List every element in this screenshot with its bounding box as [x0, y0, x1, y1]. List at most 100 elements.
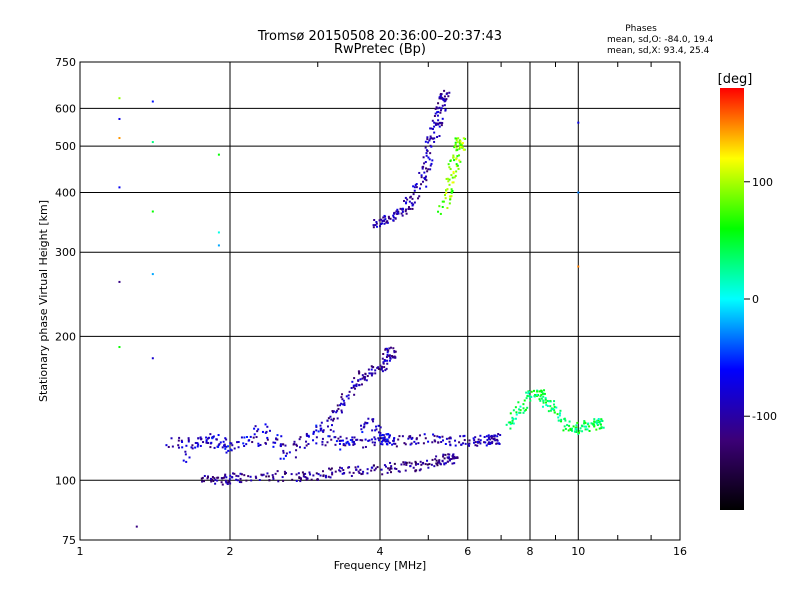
data-point: [329, 428, 332, 431]
data-point: [363, 423, 366, 426]
data-point: [342, 469, 345, 472]
data-point: [462, 435, 465, 438]
data-point: [484, 441, 487, 444]
x-tick-label: 6: [464, 545, 471, 558]
data-point: [441, 435, 444, 438]
data-point: [433, 137, 436, 140]
data-point: [217, 476, 220, 479]
data-point: [434, 112, 437, 115]
data-point: [196, 442, 199, 445]
data-point: [450, 191, 453, 194]
data-point: [435, 459, 438, 462]
data-point: [240, 481, 243, 484]
data-point: [600, 419, 603, 422]
data-point: [544, 397, 547, 400]
data-point: [442, 200, 445, 203]
data-point: [409, 207, 412, 210]
data-point: [332, 419, 335, 422]
data-point: [379, 442, 382, 445]
data-point: [592, 423, 595, 426]
data-point: [266, 425, 269, 428]
data-point: [514, 417, 517, 420]
data-point: [577, 432, 580, 435]
data-point: [392, 219, 395, 222]
data-point: [374, 467, 377, 470]
data-point: [397, 438, 400, 441]
data-point: [337, 437, 340, 440]
data-point: [319, 424, 322, 427]
data-point: [388, 217, 391, 220]
data-point: [509, 421, 512, 424]
data-point: [448, 166, 451, 169]
data-point: [225, 451, 228, 454]
data-point: [549, 409, 552, 412]
data-point: [387, 215, 390, 218]
data-point: [385, 442, 388, 445]
data-point: [357, 470, 360, 473]
data-point: [424, 178, 427, 181]
data-point: [567, 429, 570, 432]
data-point: [352, 443, 355, 446]
data-point: [276, 438, 279, 441]
data-point: [446, 188, 449, 191]
data-point: [343, 471, 346, 474]
data-point: [295, 473, 298, 476]
data-point: [245, 479, 248, 482]
data-point: [361, 439, 364, 442]
data-point: [227, 445, 230, 448]
data-point: [463, 434, 466, 437]
data-point: [421, 167, 424, 170]
data-point: [217, 153, 220, 156]
data-point: [118, 346, 121, 349]
data-point: [448, 91, 451, 94]
data-point: [381, 439, 384, 442]
data-point: [574, 428, 577, 431]
data-point: [575, 424, 578, 427]
data-point: [448, 437, 451, 440]
data-point: [474, 444, 477, 447]
data-point: [188, 456, 191, 459]
data-point: [386, 351, 389, 354]
data-point: [392, 216, 395, 219]
data-point: [458, 441, 461, 444]
data-point: [452, 172, 455, 175]
data-point: [334, 436, 337, 439]
data-point: [265, 430, 268, 433]
data-point: [424, 175, 427, 178]
data-point: [399, 207, 402, 210]
data-point: [413, 186, 416, 189]
data-point: [316, 478, 319, 481]
x-tick-label: 8: [527, 545, 534, 558]
data-point: [321, 437, 324, 440]
data-point: [543, 389, 546, 392]
data-point: [379, 225, 382, 228]
data-point: [459, 140, 462, 143]
data-point: [348, 471, 351, 474]
data-point: [165, 444, 168, 447]
data-point: [569, 427, 572, 430]
data-point: [211, 437, 214, 440]
data-point: [386, 471, 389, 474]
data-point: [197, 443, 200, 446]
data-point: [293, 440, 296, 443]
data-point: [199, 444, 202, 447]
data-point: [374, 372, 377, 375]
data-point: [405, 212, 408, 215]
data-point: [448, 453, 451, 456]
data-point: [492, 437, 495, 440]
data-point: [535, 394, 538, 397]
data-point: [384, 440, 387, 443]
data-point: [487, 441, 490, 444]
data-point: [392, 347, 395, 350]
data-point: [394, 442, 397, 445]
data-point: [573, 430, 576, 433]
data-point: [386, 359, 389, 362]
data-point: [224, 474, 227, 477]
data-point: [340, 396, 343, 399]
data-point: [383, 436, 386, 439]
data-point: [423, 171, 426, 174]
data-point: [371, 429, 374, 432]
data-point: [542, 392, 545, 395]
data-point: [410, 462, 413, 465]
data-point: [453, 146, 456, 149]
